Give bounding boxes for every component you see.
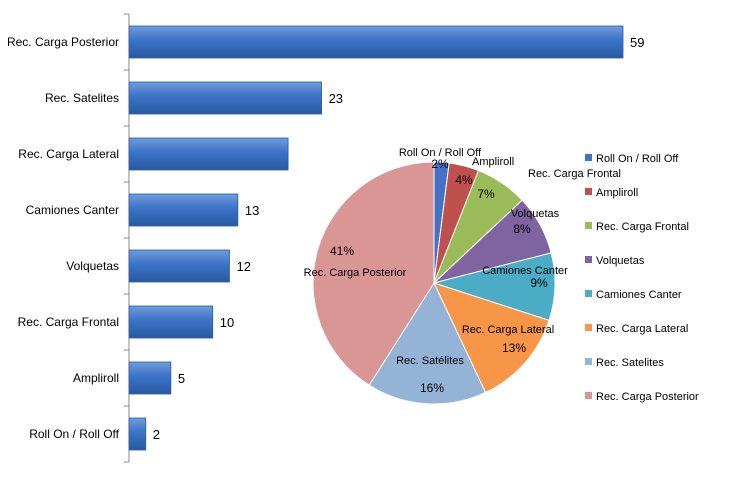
bar-value-label: 2 [153,427,160,442]
bar-category-label: Rec. Carga Posterior [7,35,119,49]
legend-entry-label: Roll On / Roll Off [596,153,679,165]
legend-entry-label: Camiones Canter [596,289,682,301]
pie-percent-label: 13% [502,341,526,355]
pie-legend: Roll On / Roll Off Ampliroll Rec. Carga Fr… [585,153,699,403]
pie-percent-label: 7% [477,187,495,201]
legend-entry-label: Rec. Carga Lateral [596,323,688,335]
pie-percent-label: 9% [530,276,548,290]
legend-swatch [585,358,592,365]
bar-value-label: 59 [630,35,644,50]
pie-slice-name-label: Rec. Carga Lateral [462,324,554,336]
legend-entry-label: Ampliroll [596,187,638,199]
bar-value-label: 5 [178,371,185,386]
legend-entry-label: Rec. Carga Posterior [596,391,699,403]
pie-slice-6 [368,281,487,405]
legend-swatch [585,222,592,229]
legend-swatch [585,256,592,263]
pie-percent-label: 8% [513,222,531,236]
legend-entry-label: Rec. Carga Frontal [596,221,689,233]
bar-3 [128,193,239,227]
pie-slice-name-label: Ampliroll [472,156,514,168]
pie-slice-name-label: Rec. Carga Posterior [304,267,407,279]
pie-percent-label: 16% [420,381,444,395]
legend-swatch [585,154,592,161]
bar-5 [128,305,214,339]
bar-category-label: Camiones Canter [26,203,119,217]
legend-swatch [585,324,592,331]
bar-chart: Rec. Carga Posterior 59 Rec. Satelites 23 Re… [7,13,644,463]
bar-6 [128,361,172,395]
bar-category-label: Rec. Carga Lateral [18,147,119,161]
pie-slice-5 [433,282,550,394]
bar-category-label: Volquetas [66,259,119,273]
legend-swatch [585,290,592,297]
pie-slice-7 [312,161,435,386]
legend-swatch [585,188,592,195]
legend-swatch [585,392,592,399]
pie-slice-name-label: Camiones Canter [482,265,568,277]
legend-entry-label: Volquetas [596,255,645,267]
bar-value-label: 12 [236,259,250,274]
bar-value-label: 13 [245,203,259,218]
bar-2 [128,137,289,171]
bar-4 [128,249,230,283]
bar-value-label: 10 [220,315,234,330]
legend-entry-label: Rec. Satelites [596,357,664,369]
bar-category-label: Rec. Carga Frontal [18,315,119,329]
bar-1 [128,81,322,115]
pie-slice-name-label: Volquetas [511,208,560,220]
bar-value-label: 23 [329,91,343,106]
pie-percent-label: 4% [455,173,473,187]
bar-category-label: Roll On / Roll Off [29,427,119,441]
bar-7 [128,417,147,451]
bar-category-label: Ampliroll [73,371,119,385]
pie-slice-name-label: Roll On / Roll Off [399,147,482,159]
pie-slice-name-label: Rec. Carga Frontal [528,168,621,180]
pie-slice-name-label: Rec. Satélites [396,355,464,367]
bar-0 [128,25,624,59]
pie-percent-label: 2% [431,157,449,171]
pie-percent-label: 41% [330,244,354,258]
bar-category-label: Rec. Satelites [45,91,119,105]
